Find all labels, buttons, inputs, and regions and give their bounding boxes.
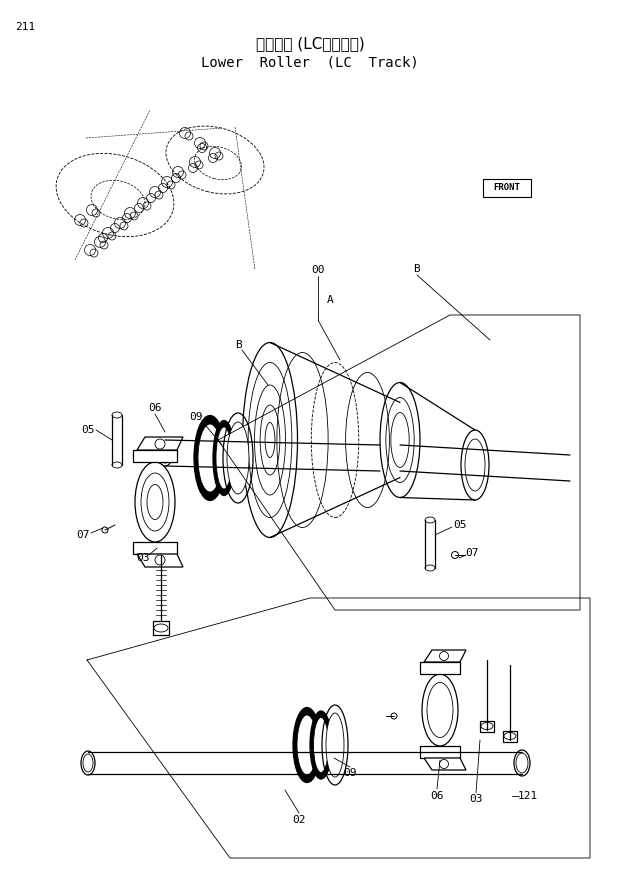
Ellipse shape xyxy=(157,440,173,466)
Text: 07: 07 xyxy=(465,548,479,558)
Ellipse shape xyxy=(425,517,435,523)
Ellipse shape xyxy=(213,421,235,496)
Text: A: A xyxy=(327,295,334,305)
Ellipse shape xyxy=(481,723,493,730)
Ellipse shape xyxy=(314,718,329,773)
Text: 03: 03 xyxy=(469,794,483,804)
Ellipse shape xyxy=(198,424,222,492)
Text: 06: 06 xyxy=(430,791,444,801)
Ellipse shape xyxy=(514,750,530,776)
Ellipse shape xyxy=(293,707,321,782)
Ellipse shape xyxy=(194,416,226,500)
Polygon shape xyxy=(424,758,466,770)
Ellipse shape xyxy=(326,713,344,777)
Text: 211: 211 xyxy=(15,22,35,32)
Text: 07: 07 xyxy=(76,530,90,540)
Ellipse shape xyxy=(154,624,168,632)
Text: 下ローラ (LCトラック): 下ローラ (LCトラック) xyxy=(255,36,365,51)
Text: 121: 121 xyxy=(518,791,538,801)
FancyBboxPatch shape xyxy=(483,179,531,197)
Polygon shape xyxy=(424,650,466,662)
Text: 05: 05 xyxy=(453,520,467,530)
Ellipse shape xyxy=(310,711,332,779)
Ellipse shape xyxy=(135,462,175,542)
Ellipse shape xyxy=(112,462,122,468)
Text: 06: 06 xyxy=(148,403,162,413)
Text: 09: 09 xyxy=(189,412,203,422)
Polygon shape xyxy=(137,554,183,567)
Polygon shape xyxy=(420,662,460,674)
Text: 00: 00 xyxy=(311,265,325,275)
Ellipse shape xyxy=(504,732,516,739)
FancyBboxPatch shape xyxy=(503,731,517,742)
Text: FRONT: FRONT xyxy=(494,183,520,193)
Text: Lower  Roller  (LC  Track): Lower Roller (LC Track) xyxy=(201,56,419,70)
Ellipse shape xyxy=(112,412,122,418)
Ellipse shape xyxy=(81,751,95,775)
Text: 09: 09 xyxy=(343,768,356,778)
Ellipse shape xyxy=(425,565,435,571)
FancyBboxPatch shape xyxy=(480,721,494,732)
Polygon shape xyxy=(137,437,183,450)
Ellipse shape xyxy=(380,382,420,498)
Text: B: B xyxy=(234,340,241,350)
Text: 02: 02 xyxy=(292,815,306,825)
FancyBboxPatch shape xyxy=(153,621,169,635)
Ellipse shape xyxy=(297,715,317,775)
Polygon shape xyxy=(420,746,460,758)
Ellipse shape xyxy=(461,430,489,500)
Ellipse shape xyxy=(227,422,249,494)
Polygon shape xyxy=(133,542,177,554)
Text: 03: 03 xyxy=(136,553,150,563)
Ellipse shape xyxy=(216,427,232,489)
Ellipse shape xyxy=(422,674,458,746)
Text: B: B xyxy=(414,264,420,274)
Text: 05: 05 xyxy=(81,425,95,435)
Polygon shape xyxy=(133,450,177,462)
